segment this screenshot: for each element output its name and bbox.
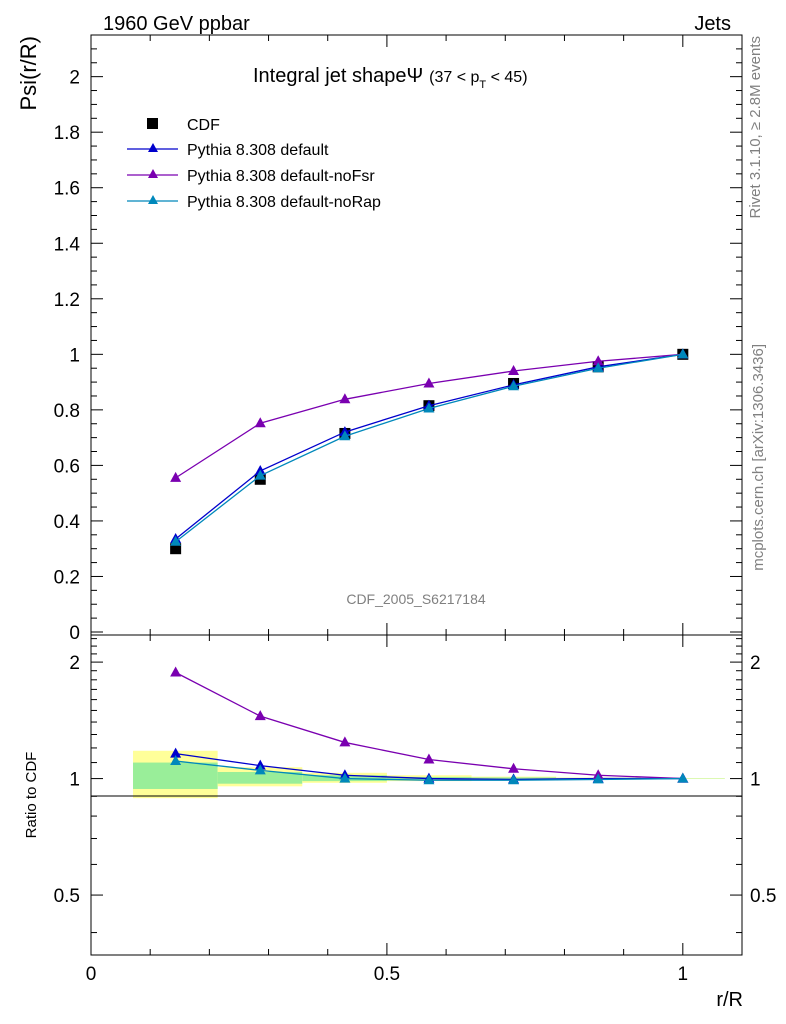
main-title-cut-prefix: (37 < p [429, 69, 479, 86]
main-y-tick-label: 1.8 [54, 123, 80, 144]
x-tick-label: 1 [678, 964, 689, 985]
legend-label-norap: Pythia 8.308 default-noRap [187, 194, 381, 211]
ratio-point-pythia-8-308-default-nofsr [339, 736, 351, 747]
main-y-tick-label: 2 [69, 68, 80, 89]
legend-triangle-marker-nofsr [148, 169, 158, 178]
ratio-series-layer [170, 666, 689, 785]
ratio-panel: 0.5 0.5 1 1 2 2 0 0.5 1 Ratio to CDF r/R [23, 634, 776, 1011]
ratio-y-axis-label: Ratio to CDF [23, 752, 40, 839]
ratio-y-tick-label: 0.5 [54, 886, 80, 907]
legend-item-default: Pythia 8.308 default [127, 142, 329, 159]
legend-label-nofsr: Pythia 8.308 default-noFsr [187, 168, 375, 185]
main-point-pythia-8-308-default-norap [592, 362, 604, 373]
main-y-tick-label: 1.6 [54, 179, 80, 200]
ratio-point-pythia-8-308-default-norap [592, 773, 604, 784]
ratio-point-pythia-8-308-default [170, 747, 182, 758]
main-point-pythia-8-308-default-nofsr [508, 364, 520, 375]
main-y-ticks: 0 0.2 0.4 0.6 0.8 1 1.2 1.4 1.6 1.8 2 [54, 35, 743, 644]
ratio-point-pythia-8-308-default-nofsr [423, 753, 435, 764]
main-series-layer [170, 348, 689, 555]
main-point-pythia-8-308-default-norap [423, 402, 435, 413]
x-tick-label: 0.5 [374, 964, 400, 985]
legend-square-marker-cdf [147, 118, 158, 129]
ratio-point-pythia-8-308-default-nofsr [170, 666, 182, 677]
analysis-watermark: CDF_2005_S6217184 [346, 591, 486, 607]
main-point-pythia-8-308-default-nofsr [423, 377, 435, 388]
main-y-tick-label: 1.2 [54, 290, 80, 311]
ratio-point-pythia-8-308-default-nofsr [254, 710, 266, 721]
legend-item-cdf: CDF [147, 117, 220, 134]
main-title: Integral jet shapeΨ (37 < pT < 45) [253, 65, 528, 91]
ratio-point-pythia-8-308-default-norap [254, 764, 266, 775]
ratio-stat-uncertainty-band [217, 771, 303, 784]
main-title-cut-suffix: < 45) [486, 69, 527, 86]
main-y-tick-label: 0.8 [54, 401, 80, 422]
main-y-tick-label: 0.6 [54, 456, 80, 477]
legend-triangle-marker-default [148, 143, 158, 152]
main-y-tick-label: 1.4 [54, 234, 81, 255]
main-point-pythia-8-308-default-nofsr [592, 355, 604, 366]
main-point-pythia-8-308-default-nofsr [339, 393, 351, 404]
main-title-text: Integral jet shapeΨ [253, 65, 423, 87]
ratio-point-pythia-8-308-default-norap [508, 774, 520, 785]
header-process-label: Jets [694, 13, 731, 35]
main-y-tick-label: 0.4 [54, 512, 81, 533]
ratio-point-pythia-8-308-default-norap [339, 772, 351, 783]
main-point-pythia-8-308-default-norap [254, 469, 266, 480]
ratio-y-tick-label-right: 1 [750, 770, 761, 791]
ratio-y-ticks: 0.5 0.5 1 1 2 2 0 0.5 1 [54, 635, 776, 985]
ratio-point-pythia-8-308-default-norap [170, 755, 182, 766]
mcplots-label: mcplots.cern.ch [arXiv:1306.3436] [750, 344, 767, 571]
legend-triangle-marker-norap [148, 195, 158, 204]
main-point-pythia-8-308-default-norap [677, 348, 689, 359]
main-series-line-pythia-8-308-default-nofsr [175, 353, 683, 479]
ratio-stat-uncertainty-band [133, 762, 218, 789]
main-point-pythia-8-308-default-norap [339, 430, 351, 441]
main-point-pythia-8-308-default-nofsr [170, 471, 182, 482]
main-y-tick-label: 0.2 [54, 567, 80, 588]
ratio-point-pythia-8-308-default-nofsr [508, 762, 520, 773]
header-energy-label: 1960 GeV ppbar [103, 13, 250, 35]
main-y-tick-label: 1 [69, 345, 80, 366]
ratio-frame [90, 634, 743, 956]
ratio-y-tick-label: 2 [69, 653, 80, 674]
legend-item-nofsr: Pythia 8.308 default-noFsr [127, 168, 375, 185]
legend-label-cdf: CDF [187, 117, 220, 134]
main-title-cut-sub: T [479, 79, 486, 91]
main-y-axis-label: Psi(r/R) [16, 36, 41, 111]
legend-item-norap: Pythia 8.308 default-noRap [127, 194, 381, 211]
ratio-point-pythia-8-308-default-norap [677, 772, 689, 783]
legend-label-default: Pythia 8.308 default [187, 142, 329, 159]
rivet-version-label: Rivet 3.1.10, ≥ 2.8M events [747, 36, 764, 219]
legend: CDF Pythia 8.308 default Pythia 8.308 de… [127, 117, 381, 211]
main-point-pythia-8-308-default-norap [508, 380, 520, 391]
main-panel: 0 0.2 0.4 0.6 0.8 1 1.2 1.4 1.6 1.8 2 Psi(r/R) Int… [16, 34, 743, 644]
main-point-pythia-8-308-default-nofsr [254, 417, 266, 428]
ratio-y-tick-label-right: 0.5 [750, 886, 776, 907]
ratio-y-tick-label: 1 [69, 770, 80, 791]
main-point-cdf [170, 543, 182, 555]
ratio-point-pythia-8-308-default-norap [423, 774, 435, 785]
main-point-pythia-8-308-default-norap [170, 535, 182, 546]
main-y-tick-label: 0 [69, 623, 80, 644]
ratio-y-tick-label-right: 2 [750, 653, 761, 674]
x-axis-label: r/R [716, 989, 743, 1011]
x-tick-label: 0 [86, 964, 97, 985]
